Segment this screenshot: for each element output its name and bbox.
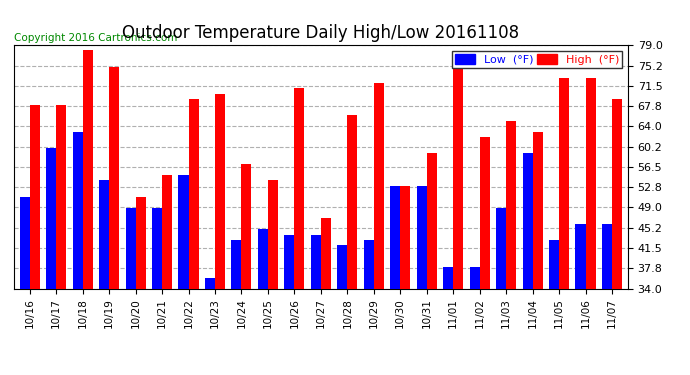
Bar xyxy=(179,175,188,289)
Bar xyxy=(426,153,437,289)
Bar xyxy=(586,78,595,289)
Bar xyxy=(391,186,400,289)
Bar xyxy=(443,267,453,289)
Bar xyxy=(400,186,411,289)
Bar xyxy=(522,153,533,289)
Bar xyxy=(417,186,426,289)
Bar xyxy=(602,224,612,289)
Bar xyxy=(83,50,92,289)
Bar xyxy=(321,218,331,289)
Bar xyxy=(549,240,559,289)
Bar xyxy=(374,83,384,289)
Bar xyxy=(215,94,225,289)
Bar xyxy=(241,164,251,289)
Bar xyxy=(19,196,30,289)
Bar xyxy=(612,99,622,289)
Legend: Low  (°F), High  (°F): Low (°F), High (°F) xyxy=(452,51,622,68)
Bar xyxy=(126,207,135,289)
Bar xyxy=(496,207,506,289)
Bar xyxy=(364,240,374,289)
Bar xyxy=(152,207,162,289)
Bar xyxy=(295,88,304,289)
Bar xyxy=(258,229,268,289)
Bar xyxy=(56,105,66,289)
Bar xyxy=(188,99,199,289)
Bar xyxy=(284,235,295,289)
Bar xyxy=(559,78,569,289)
Bar xyxy=(205,278,215,289)
Bar xyxy=(575,224,586,289)
Bar xyxy=(533,132,542,289)
Bar xyxy=(99,180,109,289)
Bar xyxy=(506,121,516,289)
Bar xyxy=(231,240,241,289)
Bar xyxy=(268,180,278,289)
Bar xyxy=(109,67,119,289)
Text: Copyright 2016 Cartronics.com: Copyright 2016 Cartronics.com xyxy=(14,33,177,43)
Bar xyxy=(347,116,357,289)
Bar xyxy=(135,196,146,289)
Bar xyxy=(162,175,172,289)
Bar xyxy=(30,105,40,289)
Bar xyxy=(470,267,480,289)
Bar xyxy=(46,148,56,289)
Bar xyxy=(337,245,347,289)
Bar xyxy=(453,56,463,289)
Bar xyxy=(310,235,321,289)
Bar xyxy=(72,132,83,289)
Bar xyxy=(480,137,490,289)
Title: Outdoor Temperature Daily High/Low 20161108: Outdoor Temperature Daily High/Low 20161… xyxy=(122,24,520,42)
